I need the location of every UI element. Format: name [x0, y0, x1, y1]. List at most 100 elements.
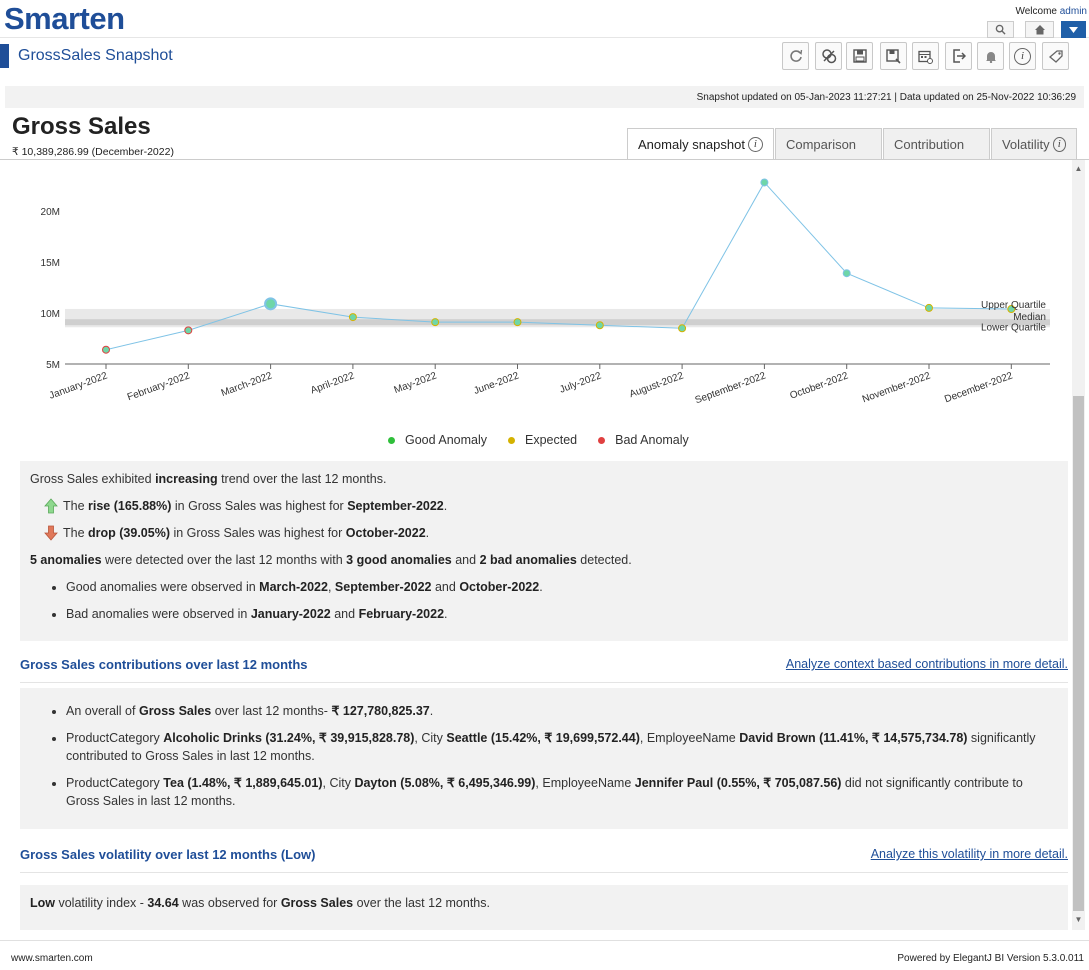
volatility-detail-link[interactable]: Analyze this volatility in more detail. — [871, 847, 1068, 861]
data-point-good — [265, 298, 276, 309]
good-dot-icon — [388, 437, 395, 444]
scroll-down-icon[interactable]: ▼ — [1072, 915, 1085, 929]
title-bar: GrossSales Snapshot i — [0, 38, 1089, 76]
tab-label: Comparison — [786, 137, 856, 152]
anomaly-count-text: 5 anomalies were detected over the last … — [30, 552, 1058, 568]
chevron-down-icon — [1069, 27, 1078, 33]
x-tick-label: August-2022 — [628, 370, 685, 400]
info-icon[interactable]: i — [1053, 137, 1066, 152]
unlink-button[interactable] — [815, 42, 842, 70]
volatility-heading: Gross Sales volatility over last 12 mont… — [20, 847, 315, 862]
significant-contribution-item: ProductCategory Alcoholic Drinks (31.24%… — [66, 729, 1058, 765]
y-tick-label: 5M — [46, 360, 60, 371]
tab-label: Contribution — [894, 137, 964, 152]
page-title: GrossSales Snapshot — [18, 47, 173, 65]
user-link[interactable]: admin — [1060, 6, 1087, 17]
volatility-summary: Low volatility index - 34.64 was observe… — [20, 885, 1068, 930]
contributions-detail-link[interactable]: Analyze context based contributions in m… — [786, 657, 1068, 671]
legend-label: Bad Anomaly — [615, 433, 689, 447]
contributions-heading: Gross Sales contributions over last 12 m… — [20, 657, 308, 672]
insignificant-contribution-item: ProductCategory Tea (1.48%, ₹ 1,889,645.… — [66, 774, 1058, 810]
data-point-expected — [514, 319, 521, 326]
x-tick-label: July-2022 — [558, 370, 603, 395]
anomaly-summary: Gross Sales exhibited increasing trend o… — [20, 461, 1068, 641]
contributions-summary: An overall of Gross Sales over last 12 m… — [20, 688, 1068, 829]
chart-legend: Good Anomaly Expected Bad Anomaly — [388, 433, 710, 447]
search-icon — [995, 24, 1006, 35]
y-tick-label: 10M — [41, 309, 60, 320]
x-tick-label: February-2022 — [126, 370, 192, 403]
view-tabs: Anomaly snapshot i Comparison Contributio… — [627, 128, 1078, 159]
menu-dropdown-button[interactable] — [1061, 21, 1086, 38]
x-tick-label: April-2022 — [309, 370, 356, 396]
refresh-button[interactable] — [782, 42, 809, 70]
info-icon[interactable]: i — [748, 137, 763, 152]
snapshot-content: 5M 10M 15M 20M January-2022 February-2022 Marc… — [0, 159, 1089, 930]
update-info: Snapshot updated on 05-Jan-2023 11:27:21… — [5, 86, 1084, 108]
contributions-header: Gross Sales contributions over last 12 m… — [20, 643, 1068, 683]
info-button[interactable]: i — [1009, 42, 1036, 70]
tab-anomaly-snapshot[interactable]: Anomaly snapshot i — [627, 128, 774, 160]
exit-button[interactable] — [945, 42, 972, 70]
save-as-icon — [886, 49, 901, 64]
welcome-text: Welcome admin — [1015, 6, 1087, 17]
vertical-scrollbar[interactable]: ▲ ▼ — [1072, 160, 1085, 930]
legend-item-expected[interactable]: Expected — [508, 433, 577, 447]
kpi-value: ₹ 10,389,286.99 (December-2022) — [12, 146, 174, 158]
data-point-expected — [432, 319, 439, 326]
trend-text: Gross Sales exhibited increasing trend o… — [30, 471, 1058, 487]
x-tick-label: December-2022 — [943, 370, 1015, 405]
scroll-up-icon[interactable]: ▲ — [1072, 164, 1085, 178]
share-button[interactable] — [1042, 42, 1069, 70]
arrow-up-icon — [44, 498, 58, 514]
tab-label: Volatility — [1002, 137, 1050, 152]
x-tick-label: January-2022 — [48, 370, 110, 401]
legend-item-good[interactable]: Good Anomaly — [388, 433, 487, 447]
rise-text: The rise (165.88%) in Gross Sales was hi… — [44, 498, 1058, 514]
smarten-logo: Smarten — [4, 1, 125, 37]
arrow-down-icon — [44, 525, 58, 541]
schedule-button[interactable] — [912, 42, 939, 70]
top-bar: Smarten Welcome admin — [0, 0, 1089, 38]
footer-website: www.smarten.com — [11, 953, 93, 964]
kpi-title: Gross Sales — [12, 113, 151, 141]
lower-quartile-label: Lower Quartile — [981, 322, 1046, 333]
tab-contribution[interactable]: Contribution — [883, 128, 990, 159]
legend-item-bad[interactable]: Bad Anomaly — [598, 433, 689, 447]
save-button[interactable] — [846, 42, 873, 70]
alert-button[interactable] — [977, 42, 1004, 70]
overall-contribution-item: An overall of Gross Sales over last 12 m… — [66, 702, 1058, 720]
welcome-label: Welcome — [1015, 6, 1057, 17]
data-point-expected — [926, 304, 933, 311]
footer-version: Powered by ElegantJ BI Version 5.3.0.011 — [897, 953, 1084, 964]
bell-icon — [985, 50, 997, 63]
refresh-icon — [789, 49, 803, 63]
footer: www.smarten.com Powered by ElegantJ BI V… — [0, 940, 1089, 970]
y-tick-label: 15M — [41, 258, 60, 269]
anomaly-chart: 5M 10M 15M 20M January-2022 February-2022 Marc… — [0, 160, 1070, 430]
data-point-good — [761, 179, 768, 186]
drop-text: The drop (39.05%) in Gross Sales was hig… — [44, 525, 1058, 541]
search-button[interactable] — [987, 21, 1014, 38]
x-tick-label: March-2022 — [220, 370, 274, 399]
legend-label: Expected — [525, 433, 577, 447]
tab-comparison[interactable]: Comparison — [775, 128, 882, 159]
home-button[interactable] — [1025, 21, 1054, 38]
save-as-button[interactable] — [880, 42, 907, 70]
scrollbar-thumb[interactable] — [1073, 396, 1084, 911]
y-tick-label: 20M — [41, 207, 60, 218]
volatility-header: Gross Sales volatility over last 12 mont… — [20, 833, 1068, 873]
home-icon — [1034, 24, 1046, 35]
tab-volatility[interactable]: Volatility i — [991, 128, 1077, 159]
data-point-expected — [679, 325, 686, 332]
exit-icon — [952, 49, 966, 63]
x-tick-label: October-2022 — [788, 370, 850, 401]
bad-dot-icon — [598, 437, 605, 444]
data-point-expected — [596, 322, 603, 329]
share-icon — [1048, 48, 1064, 64]
data-point-bad — [185, 327, 192, 334]
bad-anomalies-item: Bad anomalies were observed in January-2… — [66, 606, 1058, 622]
data-point-bad — [103, 346, 110, 353]
x-tick-label: May-2022 — [393, 370, 439, 396]
expected-dot-icon — [508, 437, 515, 444]
